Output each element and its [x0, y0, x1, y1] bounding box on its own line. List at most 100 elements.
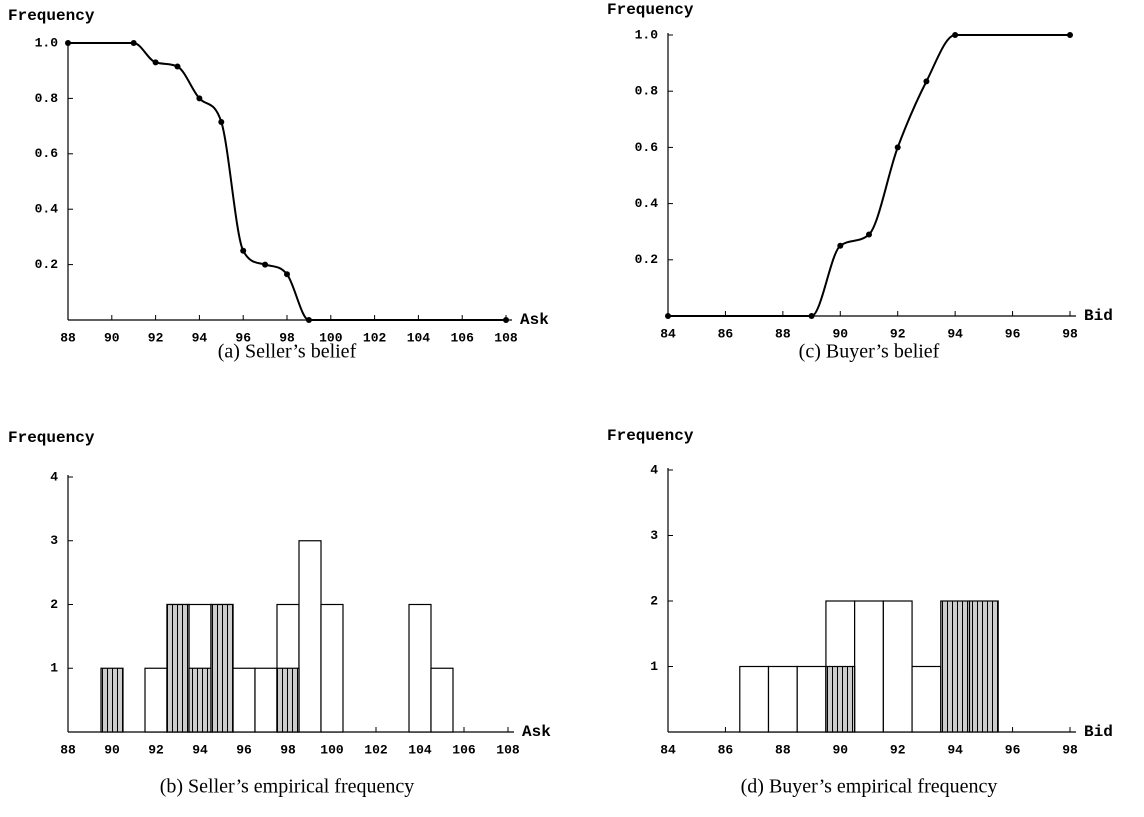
- point: [894, 144, 901, 151]
- x-tick-label: 96: [1005, 742, 1021, 757]
- bar: [968, 600, 999, 733]
- x-axis-label: Bid: [1084, 723, 1113, 741]
- line: [667, 33, 1070, 318]
- x-tick-label: 86: [718, 742, 734, 757]
- point: [218, 118, 225, 125]
- x-tick-label: 92: [890, 742, 906, 757]
- bar: [144, 667, 168, 733]
- x-tick-label: 106: [450, 330, 474, 345]
- x-tick-label: 94: [947, 742, 963, 757]
- x-tick-label: 86: [718, 326, 734, 341]
- y-tick-label: 1.0: [635, 27, 659, 42]
- y-tick-label: 0.2: [635, 252, 659, 267]
- bar: [254, 667, 278, 733]
- x-tick-label: 108: [496, 742, 520, 757]
- point: [923, 78, 930, 85]
- point: [305, 317, 312, 323]
- bar: [166, 603, 190, 733]
- x-tick-label: 84: [660, 742, 676, 757]
- line: [67, 42, 506, 322]
- point: [1067, 32, 1073, 38]
- y-tick-label: 1: [650, 659, 658, 674]
- x-tick-label: 108: [494, 330, 518, 345]
- bar: [232, 667, 256, 733]
- caption: (b) Seller’s empirical frequency: [160, 776, 415, 798]
- x-tick-label: 100: [320, 742, 344, 757]
- x-axis-label: Ask: [522, 723, 551, 741]
- x-tick-label: 92: [148, 330, 164, 345]
- point: [174, 63, 181, 70]
- y-tick-label: 0.8: [35, 91, 59, 106]
- bar: [911, 665, 942, 733]
- x-tick-label: 84: [660, 326, 676, 341]
- x-tick-label: 90: [832, 742, 848, 757]
- y-tick-label: 1.0: [35, 35, 59, 50]
- x-tick-label: 98: [1062, 326, 1078, 341]
- x-tick-label: 100: [319, 330, 343, 345]
- point: [665, 313, 671, 319]
- x-tick-label: 88: [775, 326, 791, 341]
- x-tick-label: 96: [1005, 326, 1021, 341]
- y-axis-label: Frequency: [607, 1, 694, 19]
- x-tick-label: 102: [364, 742, 388, 757]
- y-tick-label: 0.4: [35, 202, 59, 217]
- x-tick-label: 96: [236, 742, 252, 757]
- point: [952, 32, 959, 38]
- x-axis-label: Bid: [1084, 307, 1113, 325]
- x-tick-label: 88: [60, 742, 76, 757]
- bar: [854, 600, 884, 733]
- bar: [767, 665, 798, 733]
- y-tick-label: 1: [50, 661, 58, 676]
- x-tick-label: 98: [279, 330, 295, 345]
- x-tick-label: 90: [832, 326, 848, 341]
- bar: [882, 600, 913, 733]
- y-axis-label: Frequency: [607, 427, 694, 445]
- point: [808, 313, 815, 319]
- caption: (c) Buyer’s belief: [799, 341, 940, 363]
- bar: [430, 667, 454, 733]
- bar: [940, 600, 971, 733]
- x-tick-label: 104: [407, 330, 431, 345]
- y-tick-label: 2: [50, 597, 58, 612]
- point: [152, 59, 159, 66]
- x-tick-label: 90: [104, 742, 120, 757]
- y-tick-label: 0.8: [635, 84, 659, 99]
- x-tick-label: 94: [192, 330, 208, 345]
- point: [284, 271, 290, 278]
- point: [837, 242, 844, 249]
- y-tick-label: 0.2: [35, 257, 59, 272]
- bar: [100, 667, 124, 733]
- caption: (d) Buyer’s empirical frequency: [741, 776, 998, 798]
- point: [866, 231, 872, 238]
- caption: (a) Seller’s belief: [218, 341, 357, 363]
- x-tick-label: 94: [192, 742, 208, 757]
- bar: [188, 667, 212, 733]
- bar: [210, 603, 234, 733]
- point: [65, 40, 71, 46]
- x-tick-label: 90: [104, 330, 120, 345]
- x-tick-label: 92: [890, 326, 906, 341]
- x-tick-label: 88: [60, 330, 76, 345]
- bar: [796, 665, 827, 733]
- point: [196, 95, 203, 102]
- x-tick-label: 102: [363, 330, 387, 345]
- y-tick-label: 4: [650, 462, 658, 477]
- point: [240, 247, 247, 254]
- bar: [320, 603, 344, 733]
- x-tick-label: 106: [452, 742, 476, 757]
- bar: [276, 667, 300, 733]
- y-axis-label: Frequency: [8, 7, 95, 25]
- y-tick-label: 4: [50, 469, 58, 484]
- x-tick-label: 96: [235, 330, 251, 345]
- bar: [408, 603, 432, 733]
- point: [503, 317, 509, 323]
- bar: [298, 540, 322, 733]
- bar: [825, 665, 856, 733]
- y-tick-label: 3: [50, 533, 58, 548]
- y-tick-label: 3: [650, 528, 658, 543]
- x-tick-label: 88: [775, 742, 791, 757]
- x-axis-label: Ask: [520, 311, 549, 329]
- bar: [739, 665, 770, 733]
- y-tick-label: 2: [650, 593, 658, 608]
